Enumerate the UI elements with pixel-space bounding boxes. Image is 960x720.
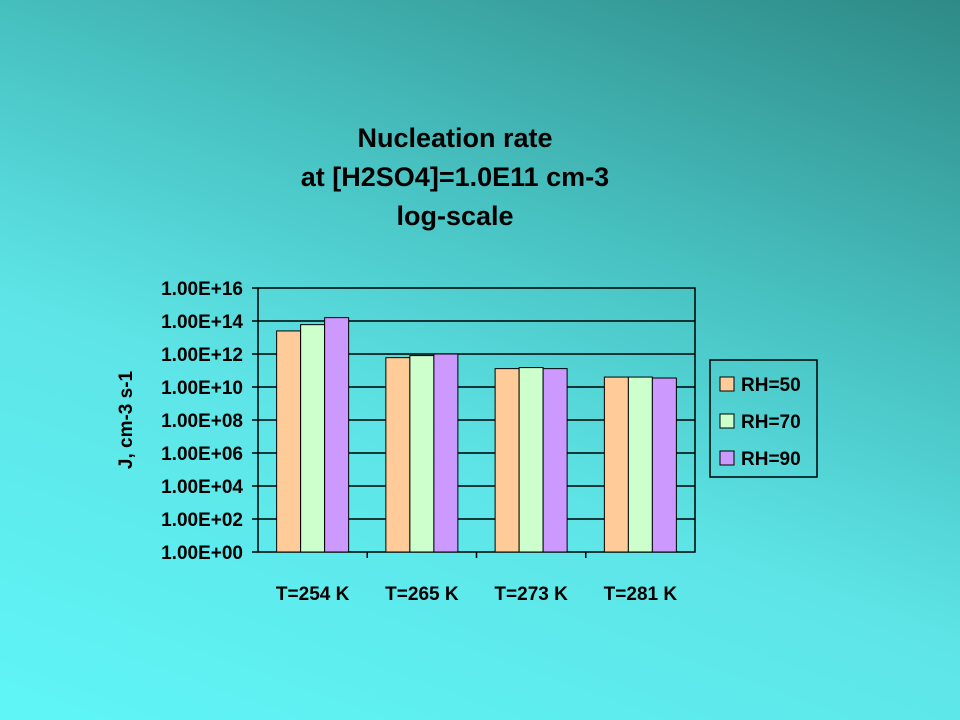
y-tick-label: 1.00E+10 [161,378,243,399]
bar [385,357,411,553]
y-tick-label: 1.00E+16 [161,279,243,300]
legend-swatch [719,413,735,429]
y-tick-label: 1.00E+12 [161,345,243,366]
legend-label: RH=90 [741,449,801,470]
legend-label: RH=70 [741,412,801,433]
legend-label: RH=50 [741,375,801,396]
y-tick-label: 1.00E+14 [161,312,243,333]
chart-title: Nucleation rate at [H2SO4]=1.0E11 cm-3 l… [301,123,609,231]
legend-box [709,359,818,478]
x-tick-label: T=281 K [604,584,678,605]
x-tick-label: T=254 K [276,584,350,605]
x-tick-label: T=273 K [494,584,568,605]
chart-title-line-2: at [H2SO4]=1.0E11 cm-3 [301,162,609,192]
y-tick-label: 1.00E+00 [161,543,243,564]
bar [433,353,459,553]
x-tick-label: T=265 K [385,584,459,605]
y-tick-label: 1.00E+04 [161,477,243,498]
bar [627,376,653,553]
bar [494,368,520,553]
y-tick-label: 1.00E+02 [161,510,243,531]
bar [324,317,350,553]
y-tick-label: 1.00E+08 [161,411,243,432]
bar [542,368,568,553]
bar [651,377,677,553]
bar [518,367,544,553]
legend: RH=50 RH=70 RH=90 [709,359,818,478]
bar [409,355,435,553]
legend-swatch [719,450,735,466]
bar [603,376,629,553]
y-axis-label: J, cm-3 s-1 [116,370,137,469]
legend-swatch [719,376,735,392]
chart-title-line-1: Nucleation rate [357,123,552,153]
bar [300,324,326,553]
bars [276,317,677,553]
bar [276,330,302,553]
y-tick-label: 1.00E+06 [161,444,243,465]
y-tick-labels: 1.00E+00 1.00E+02 1.00E+04 1.00E+06 1.00E+08… [161,279,243,564]
x-tick-labels: T=254 K T=265 K T=273 K T=281 K [276,552,677,605]
chart-title-line-3: log-scale [396,201,513,231]
